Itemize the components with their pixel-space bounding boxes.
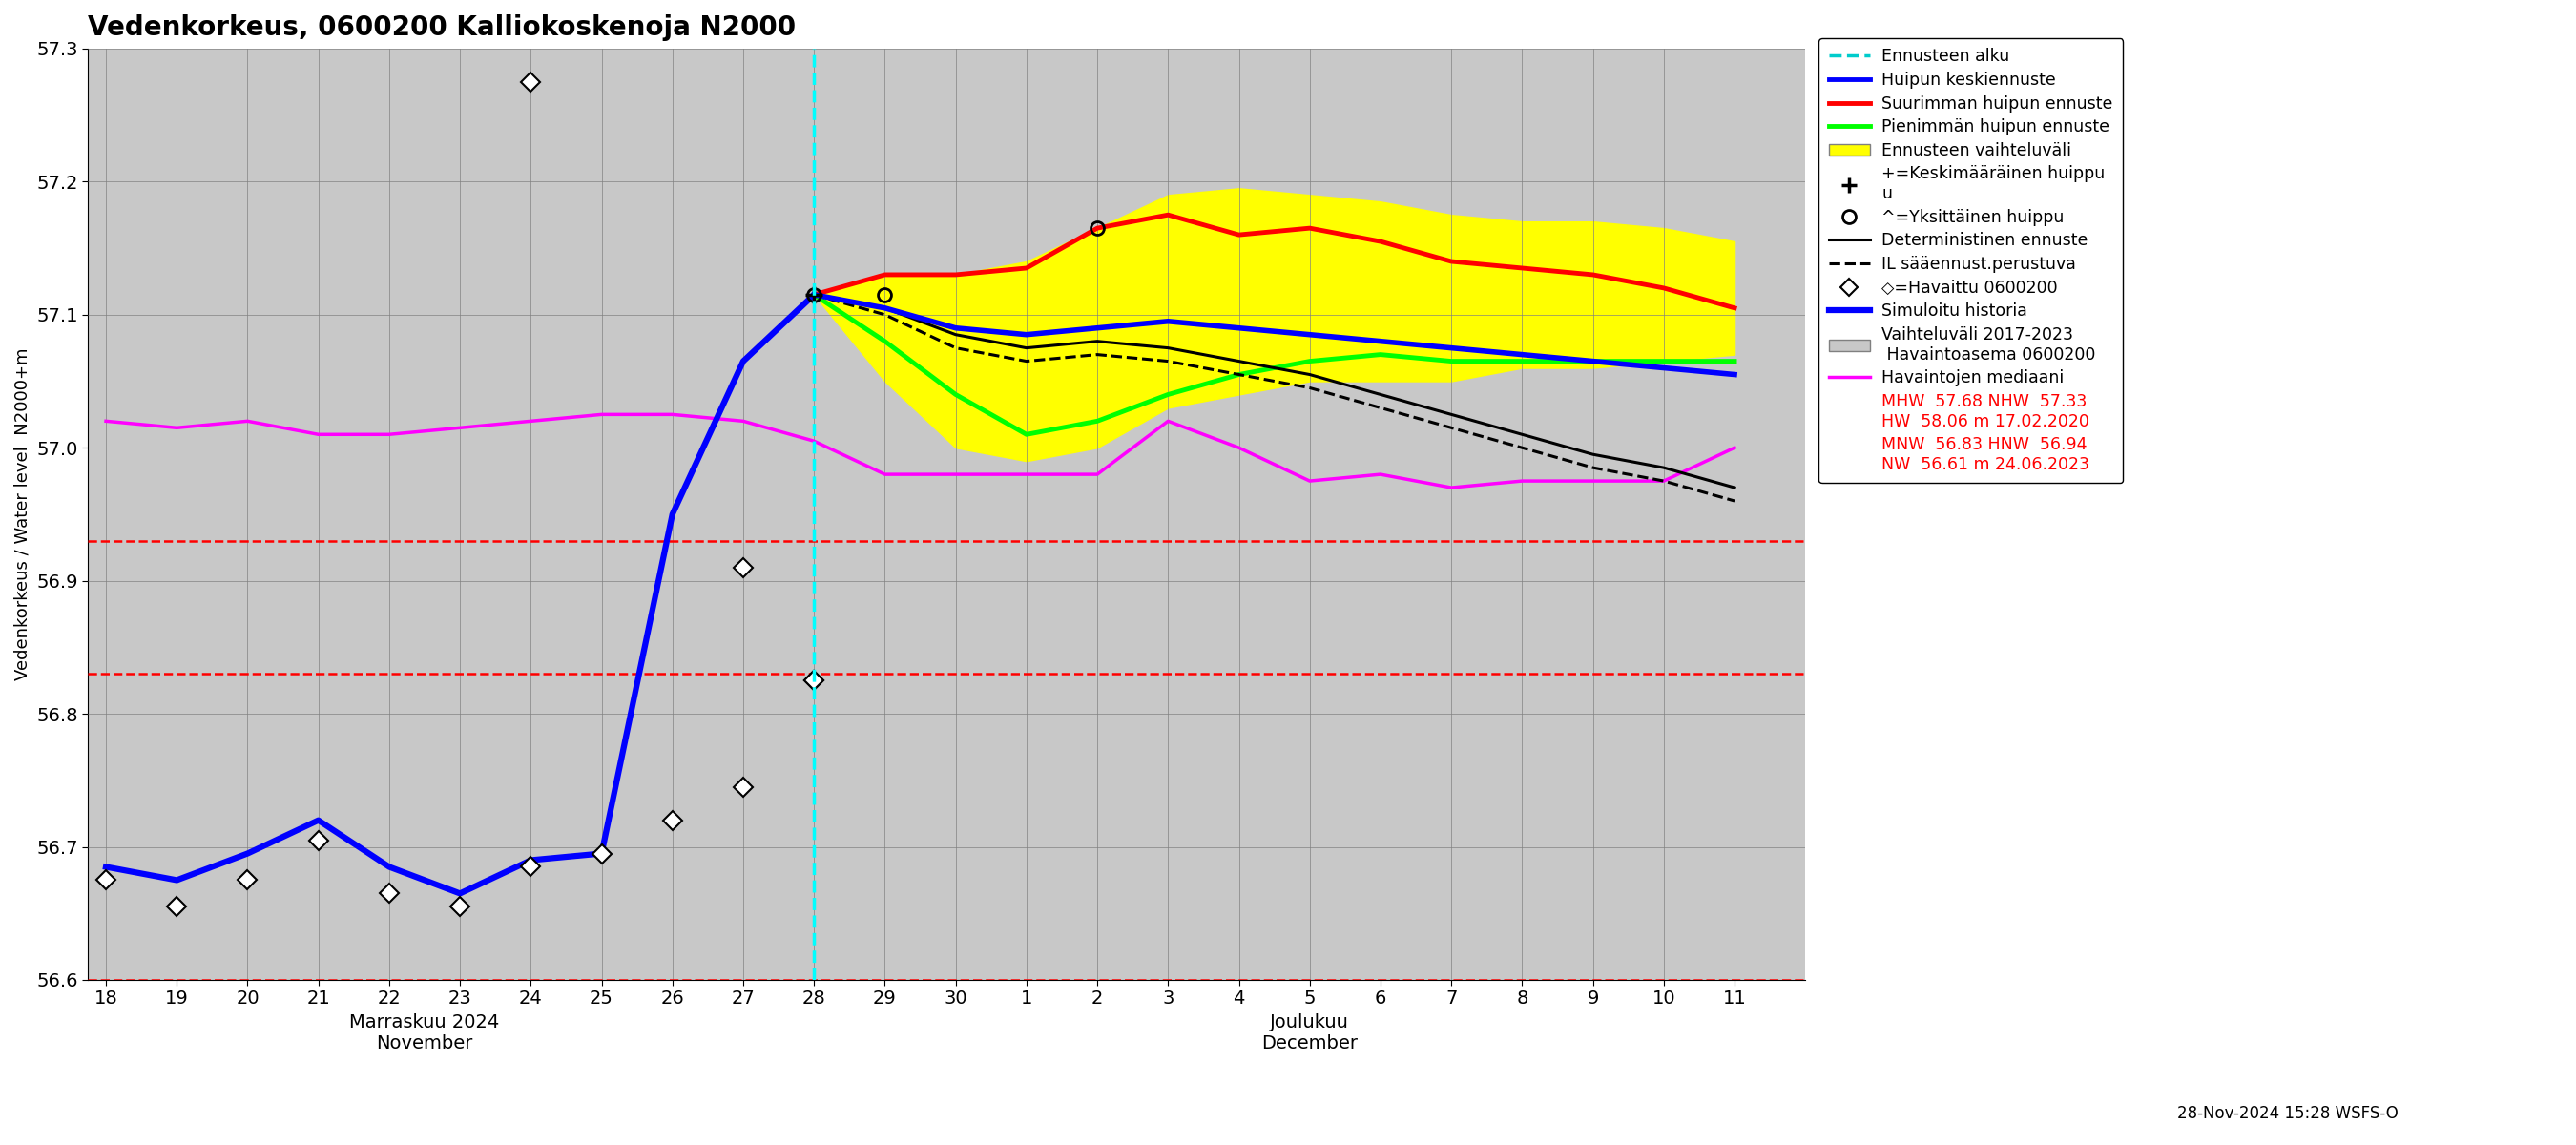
Text: 28-Nov-2024 15:28 WSFS-O: 28-Nov-2024 15:28 WSFS-O — [2177, 1105, 2398, 1122]
Legend: Ennusteen alku, Huipun keskiennuste, Suurimman huipun ennuste, Pienimmän huipun : Ennusteen alku, Huipun keskiennuste, Suu… — [1819, 38, 2123, 483]
Text: Joulukuu
December: Joulukuu December — [1262, 1013, 1358, 1052]
Text: Marraskuu 2024
November: Marraskuu 2024 November — [350, 1013, 500, 1052]
Text: Vedenkorkeus, 0600200 Kalliokoskenoja N2000: Vedenkorkeus, 0600200 Kalliokoskenoja N2… — [88, 14, 796, 41]
Y-axis label: Vedenkorkeus / Water level  N2000+m: Vedenkorkeus / Water level N2000+m — [15, 348, 31, 680]
